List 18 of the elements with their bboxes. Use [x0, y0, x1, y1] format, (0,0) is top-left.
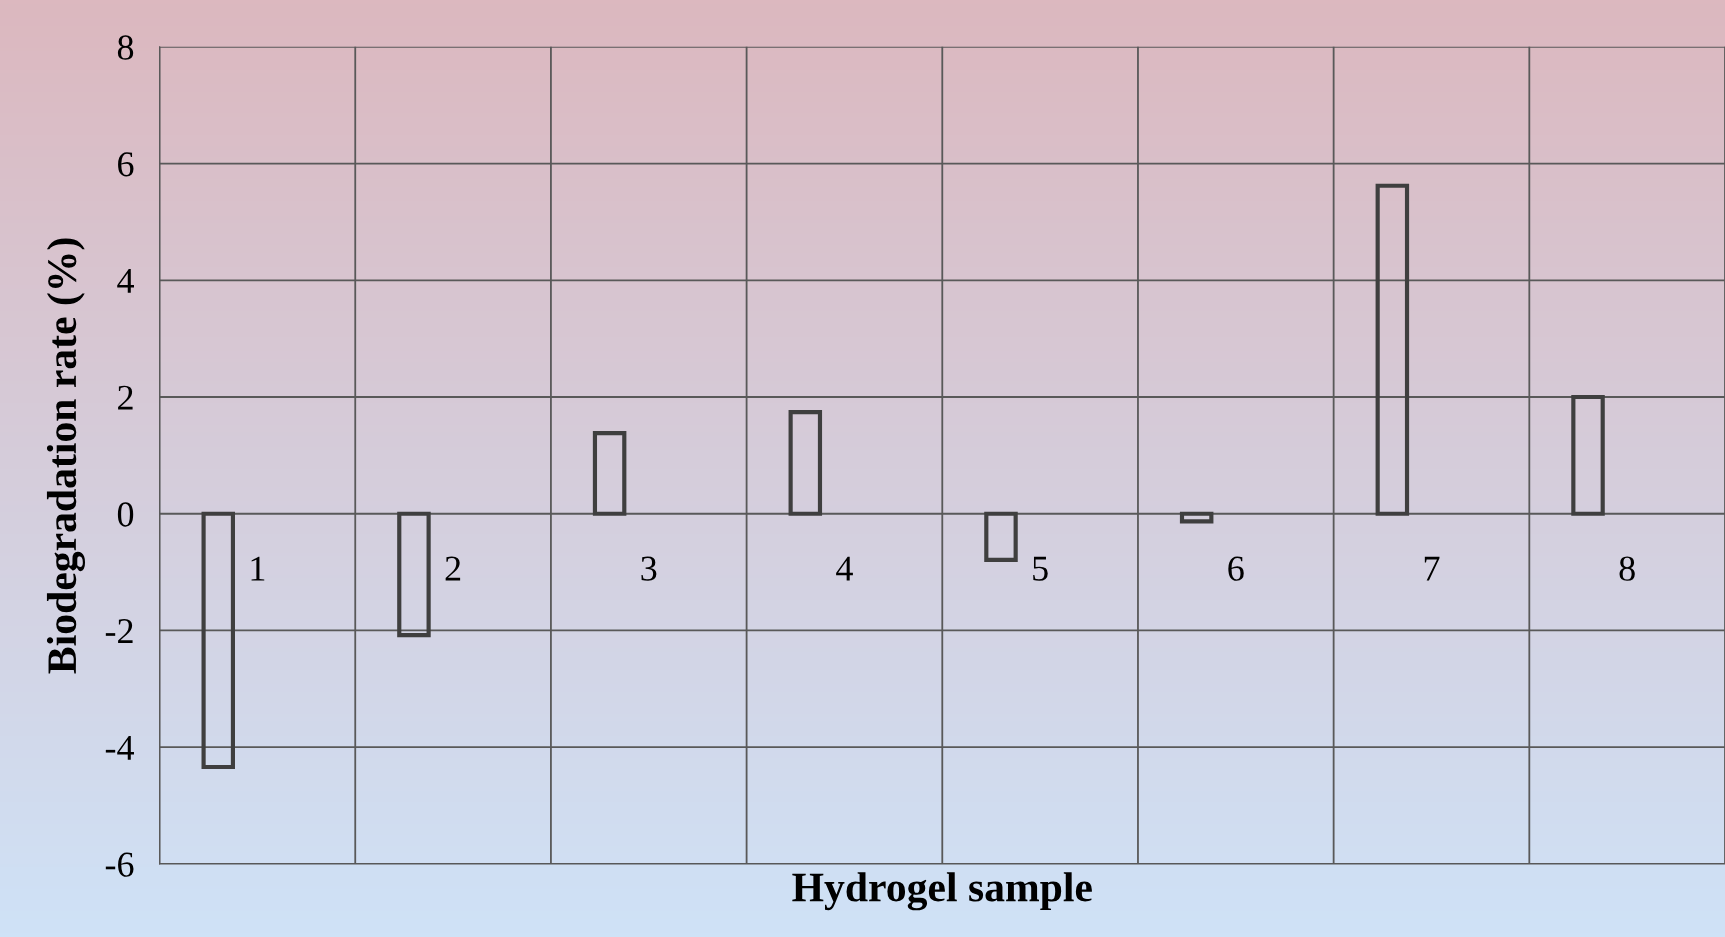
x-tick-label: 4: [836, 556, 853, 581]
y-tick-label: 8: [117, 35, 134, 60]
y-tick-label: -4: [105, 735, 134, 760]
y-tick-label: 2: [118, 385, 133, 410]
x-tick-label: 8: [1619, 556, 1635, 581]
x-tick-label: 2: [445, 556, 461, 581]
x-tick-label: 5: [1033, 556, 1048, 581]
y-tick-label: 0: [117, 502, 134, 527]
y-axis-title: Biodegradation rate (%): [46, 238, 86, 674]
x-tick-label: 7: [1424, 556, 1440, 581]
x-tick-label: 6: [1228, 556, 1244, 581]
x-axis-title: Hydrogel sample: [792, 872, 1092, 911]
x-tick-label: 3: [641, 556, 657, 581]
y-tick-label: 6: [118, 152, 134, 177]
y-tick-label: -6: [105, 852, 134, 877]
x-tick-label: 1: [251, 556, 265, 581]
y-tick-label: 4: [117, 269, 134, 293]
y-tick-label: -2: [105, 619, 133, 643]
